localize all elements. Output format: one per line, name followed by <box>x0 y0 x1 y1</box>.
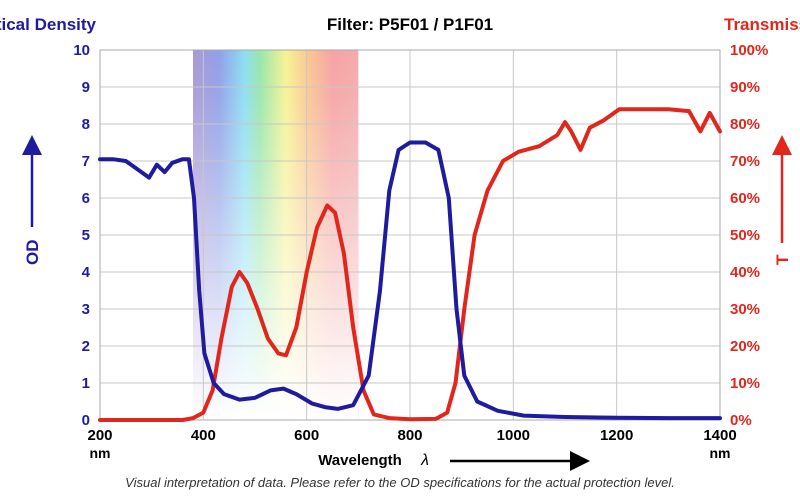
svg-text:OD: OD <box>23 240 42 266</box>
chart-title: Filter: P5F01 / P1F01 <box>327 15 493 34</box>
svg-text:50%: 50% <box>730 227 760 244</box>
svg-text:80%: 80% <box>730 116 760 133</box>
svg-text:800: 800 <box>397 427 422 444</box>
svg-text:10: 10 <box>73 42 90 59</box>
svg-text:200: 200 <box>87 427 112 444</box>
chart-container: 2004006008001000120014000123456789100%10… <box>0 0 800 500</box>
svg-text:90%: 90% <box>730 79 760 96</box>
svg-text:T: T <box>773 254 792 265</box>
footnote: Visual interpretation of data. Please re… <box>0 475 800 490</box>
right-axis-title: Transmission Curve <box>724 15 800 34</box>
left-axis-title: Optical Density <box>0 15 97 34</box>
svg-text:0%: 0% <box>730 412 752 429</box>
svg-text:400: 400 <box>191 427 216 444</box>
svg-text:1200: 1200 <box>600 427 633 444</box>
svg-text:4: 4 <box>82 264 91 281</box>
svg-text:7: 7 <box>82 153 90 170</box>
svg-text:nm: nm <box>90 445 111 461</box>
svg-text:40%: 40% <box>730 264 760 281</box>
svg-text:1400: 1400 <box>703 427 736 444</box>
dual-axis-chart: 2004006008001000120014000123456789100%10… <box>0 0 800 500</box>
svg-text:9: 9 <box>82 79 90 96</box>
svg-text:60%: 60% <box>730 190 760 207</box>
svg-text:λ: λ <box>420 452 429 469</box>
svg-text:100%: 100% <box>730 42 768 59</box>
svg-text:6: 6 <box>82 190 90 207</box>
svg-text:70%: 70% <box>730 153 760 170</box>
svg-text:3: 3 <box>82 301 90 318</box>
svg-text:0: 0 <box>82 412 90 429</box>
svg-text:10%: 10% <box>730 375 760 392</box>
svg-text:8: 8 <box>82 116 90 133</box>
svg-text:600: 600 <box>294 427 319 444</box>
x-axis-label: Wavelength <box>318 452 402 469</box>
svg-text:20%: 20% <box>730 338 760 355</box>
svg-text:nm: nm <box>710 445 731 461</box>
svg-text:1: 1 <box>82 375 90 392</box>
svg-text:5: 5 <box>82 227 90 244</box>
svg-text:30%: 30% <box>730 301 760 318</box>
svg-text:2: 2 <box>82 338 90 355</box>
svg-text:1000: 1000 <box>497 427 530 444</box>
